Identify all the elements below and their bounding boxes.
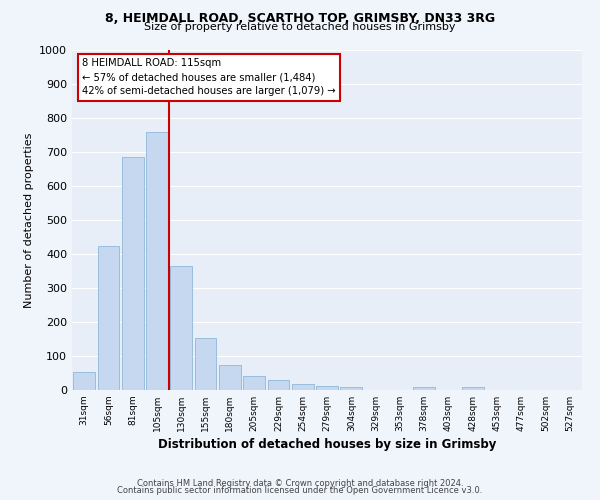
Bar bbox=[462, 386, 484, 390]
Bar bbox=[243, 376, 265, 390]
Text: Size of property relative to detached houses in Grimsby: Size of property relative to detached ho… bbox=[144, 22, 456, 32]
Y-axis label: Number of detached properties: Number of detached properties bbox=[23, 132, 34, 308]
Bar bbox=[316, 386, 338, 390]
Text: Contains public sector information licensed under the Open Government Licence v3: Contains public sector information licen… bbox=[118, 486, 482, 495]
Bar bbox=[268, 380, 289, 390]
Bar bbox=[219, 364, 241, 390]
Bar bbox=[170, 266, 192, 390]
Bar bbox=[73, 372, 95, 390]
Text: 8, HEIMDALL ROAD, SCARTHO TOP, GRIMSBY, DN33 3RG: 8, HEIMDALL ROAD, SCARTHO TOP, GRIMSBY, … bbox=[105, 12, 495, 26]
Text: Contains HM Land Registry data © Crown copyright and database right 2024.: Contains HM Land Registry data © Crown c… bbox=[137, 478, 463, 488]
Bar bbox=[292, 384, 314, 390]
Bar bbox=[122, 157, 143, 390]
X-axis label: Distribution of detached houses by size in Grimsby: Distribution of detached houses by size … bbox=[158, 438, 496, 451]
Bar bbox=[340, 388, 362, 390]
Bar bbox=[97, 246, 119, 390]
Bar bbox=[146, 132, 168, 390]
Bar bbox=[194, 338, 217, 390]
Text: 8 HEIMDALL ROAD: 115sqm
← 57% of detached houses are smaller (1,484)
42% of semi: 8 HEIMDALL ROAD: 115sqm ← 57% of detache… bbox=[82, 58, 336, 96]
Bar bbox=[413, 388, 435, 390]
